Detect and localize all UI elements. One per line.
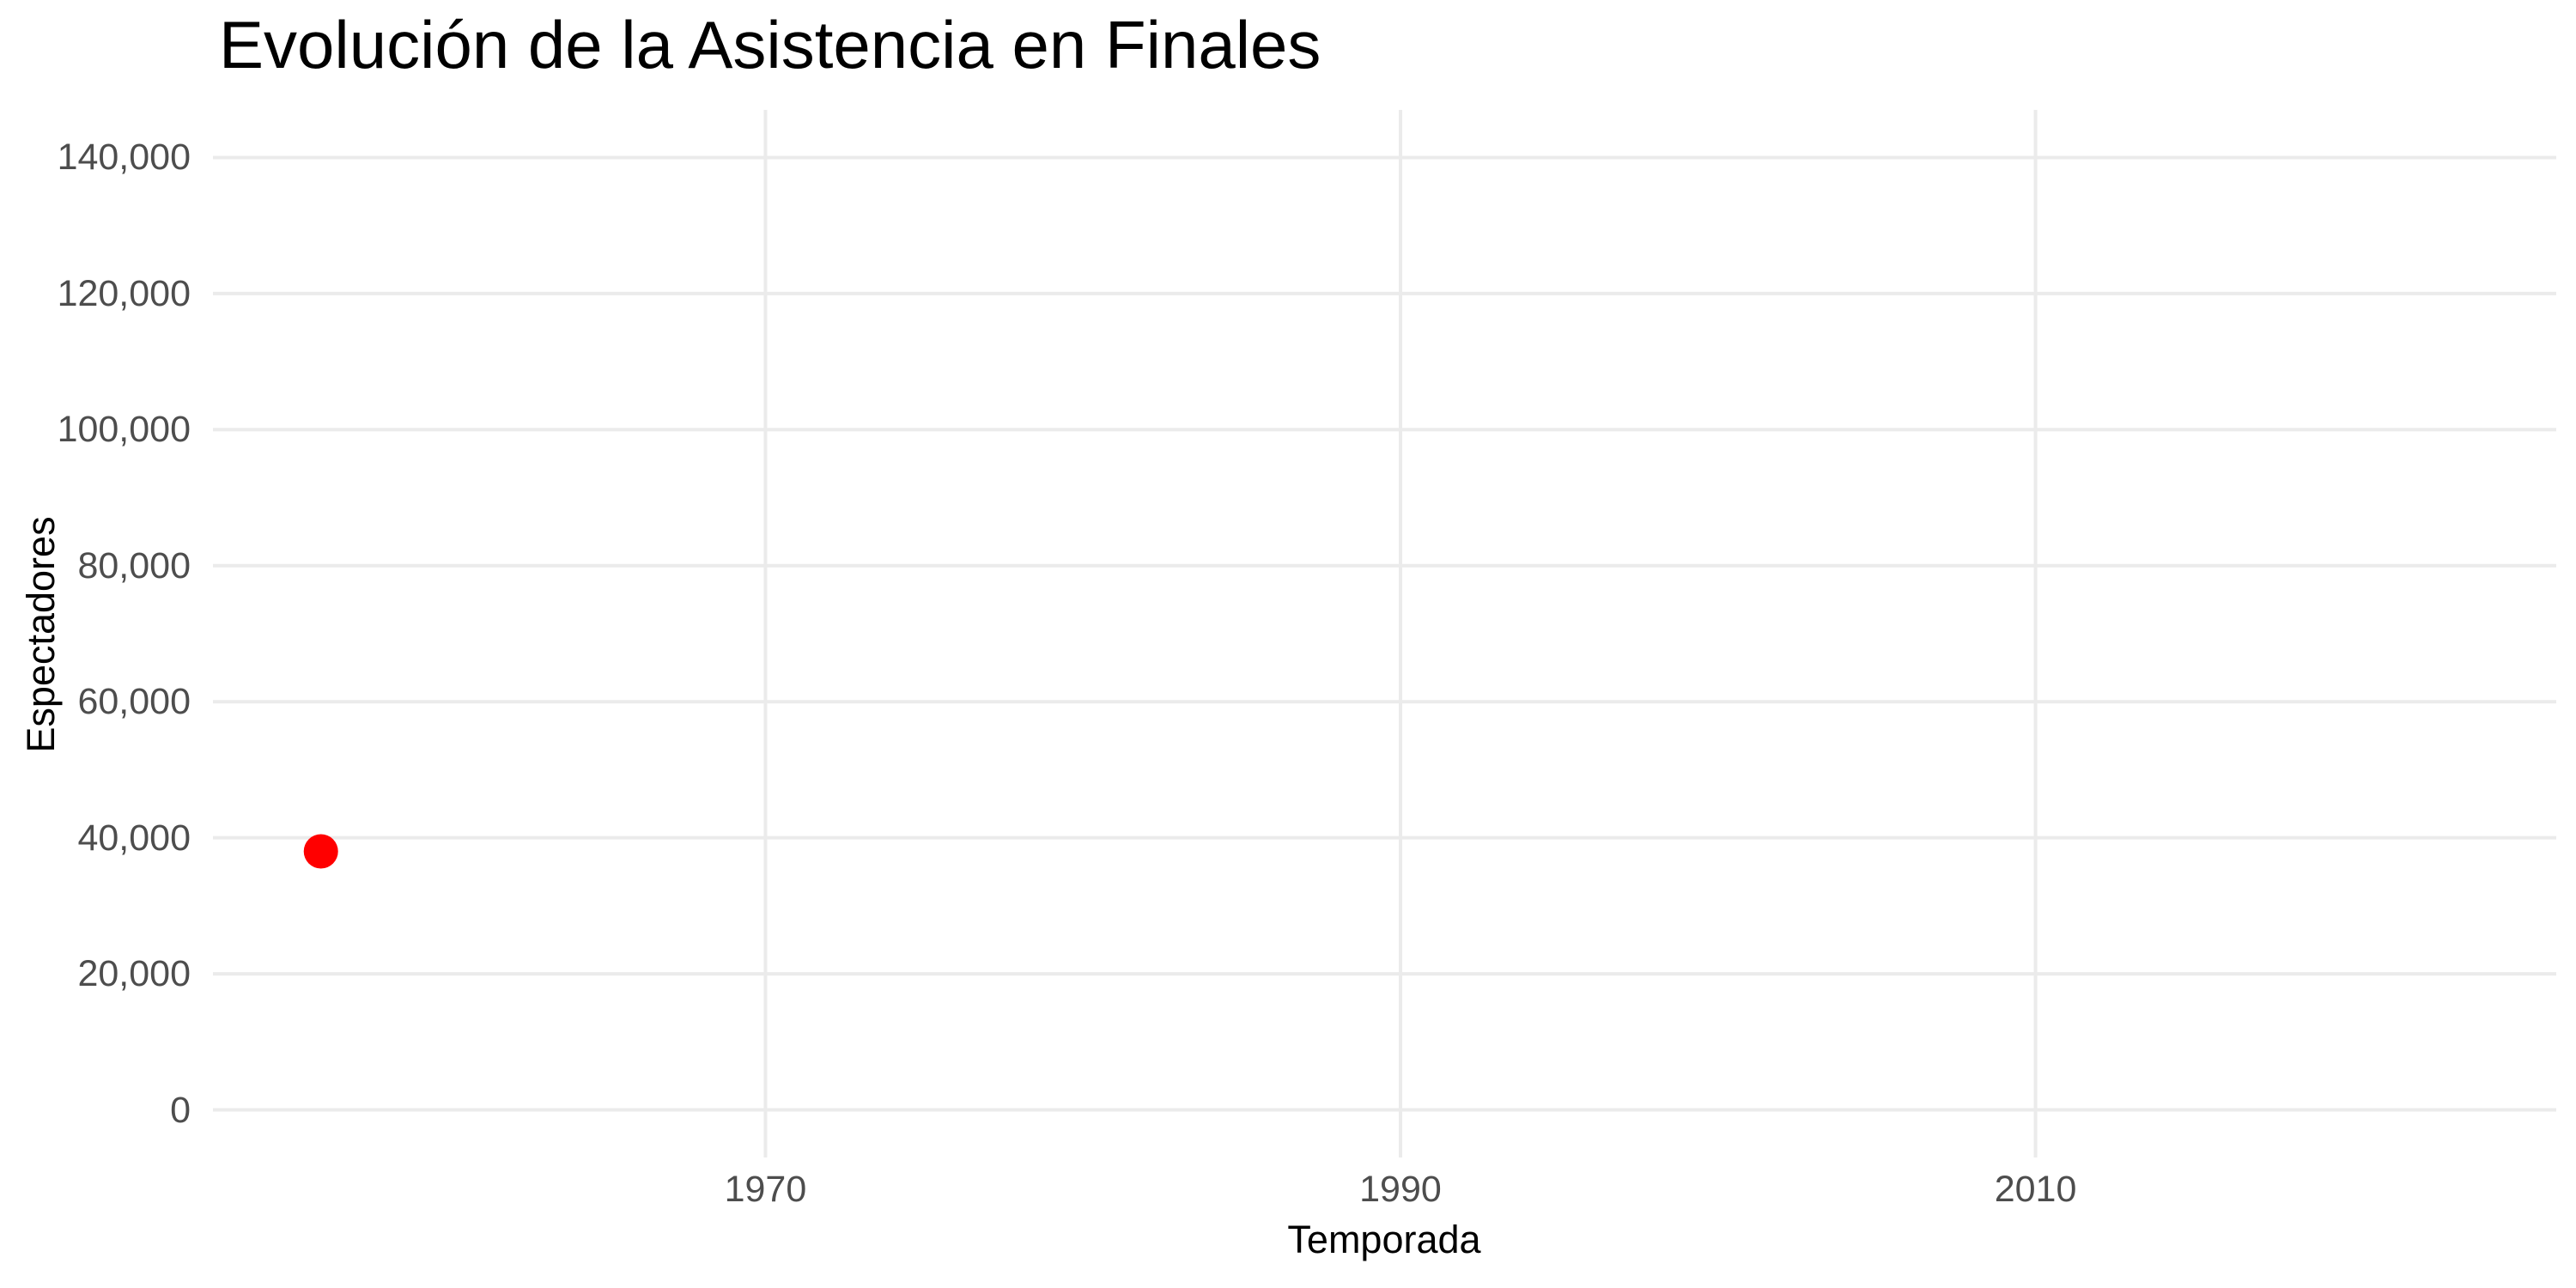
y-tick-label: 0	[170, 1089, 191, 1131]
data-point-asistencia-finales	[303, 834, 338, 869]
x-tick-label: 1990	[1359, 1169, 1442, 1210]
x-tick-label: 2010	[1994, 1169, 2077, 1210]
y-tick-label: 60,000	[77, 681, 191, 723]
x-axis-title: Temporada	[1287, 1218, 1481, 1261]
y-tick-label: 100,000	[57, 409, 191, 451]
x-tick-label: 1970	[724, 1169, 807, 1210]
y-tick-label: 20,000	[77, 953, 191, 995]
y-tick-label: 120,000	[57, 272, 191, 314]
chart-title: Evolución de la Asistencia en Finales	[219, 7, 1321, 82]
y-tick-label: 40,000	[77, 817, 191, 859]
y-tick-label: 140,000	[57, 137, 191, 179]
y-tick-label: 80,000	[77, 544, 191, 586]
